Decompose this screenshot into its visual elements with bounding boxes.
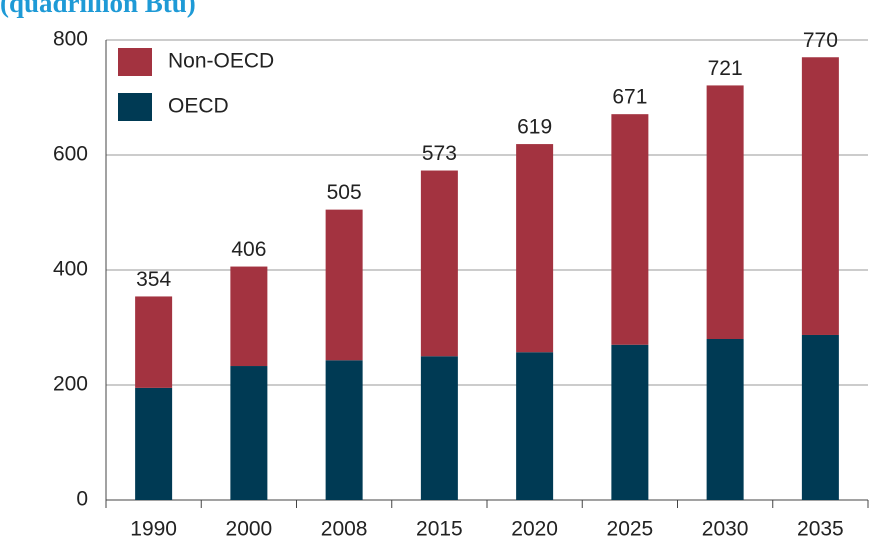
- x-tick-label: 2025: [607, 518, 654, 541]
- x-tick-label: 2000: [226, 518, 273, 541]
- bar-segment: [325, 209, 363, 361]
- y-tick-label: 600: [53, 143, 88, 166]
- bar-segment: [135, 387, 173, 500]
- bar-segment: [611, 344, 649, 500]
- bar-segment: [706, 85, 744, 339]
- bar-segment: [801, 334, 839, 500]
- bar-segment: [516, 352, 554, 500]
- total-label: 721: [708, 57, 743, 80]
- total-label: 671: [612, 86, 647, 109]
- bar-segment: [611, 114, 649, 345]
- chart-title: (quadrillion Btu): [0, 0, 196, 18]
- legend-label: OECD: [168, 95, 229, 118]
- x-tick-label: 1990: [130, 518, 177, 541]
- total-label: 354: [136, 268, 171, 291]
- y-tick-label: 800: [53, 28, 88, 51]
- x-tick-label: 2030: [702, 518, 749, 541]
- y-tick-label: 200: [53, 373, 88, 396]
- bar-segment: [325, 360, 363, 500]
- legend-label: Non-OECD: [168, 50, 274, 73]
- total-label: 619: [517, 116, 552, 139]
- bar-segment: [420, 170, 458, 357]
- legend-swatch: [118, 93, 152, 121]
- bar-segment: [230, 266, 268, 367]
- bar-segment: [706, 339, 744, 500]
- total-label: 573: [422, 142, 457, 165]
- bar-segment: [420, 356, 458, 500]
- bar-segment: [801, 57, 839, 335]
- bar-segment: [135, 296, 173, 388]
- y-tick-label: 400: [53, 258, 88, 281]
- x-tick-label: 2008: [321, 518, 368, 541]
- total-label: 505: [327, 181, 362, 204]
- y-tick-label: 0: [76, 488, 88, 511]
- legend-swatch: [118, 48, 152, 76]
- bar-segment: [230, 366, 268, 500]
- total-label: 770: [803, 29, 838, 52]
- bar-segment: [516, 144, 554, 353]
- x-tick-label: 2035: [797, 518, 844, 541]
- total-label: 406: [231, 238, 266, 261]
- x-tick-label: 2015: [416, 518, 463, 541]
- x-tick-label: 2020: [511, 518, 558, 541]
